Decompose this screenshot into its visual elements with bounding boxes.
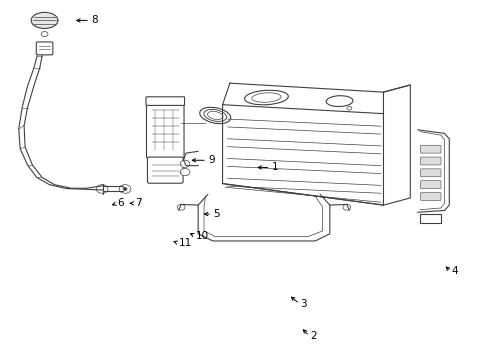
Text: 3: 3 (300, 299, 306, 309)
FancyBboxPatch shape (420, 157, 440, 165)
Text: 7: 7 (135, 198, 141, 208)
Text: 11: 11 (178, 238, 191, 248)
Circle shape (96, 185, 108, 193)
FancyBboxPatch shape (36, 42, 53, 55)
Circle shape (180, 168, 189, 176)
Text: 6: 6 (118, 198, 124, 208)
FancyBboxPatch shape (146, 97, 184, 105)
Text: 5: 5 (212, 209, 219, 219)
Text: 4: 4 (451, 266, 457, 276)
Ellipse shape (251, 93, 281, 102)
Circle shape (41, 32, 48, 37)
Text: 9: 9 (207, 155, 214, 165)
Text: 1: 1 (271, 162, 277, 172)
Text: 10: 10 (195, 231, 208, 240)
Circle shape (180, 160, 189, 167)
Circle shape (346, 107, 351, 110)
FancyBboxPatch shape (147, 157, 183, 183)
FancyBboxPatch shape (420, 145, 440, 153)
FancyBboxPatch shape (420, 181, 440, 189)
Circle shape (342, 204, 350, 210)
Circle shape (123, 188, 127, 190)
FancyBboxPatch shape (420, 169, 440, 177)
Text: 2: 2 (310, 331, 316, 341)
Circle shape (119, 185, 131, 193)
Ellipse shape (325, 96, 352, 107)
Ellipse shape (244, 90, 288, 105)
Ellipse shape (199, 107, 230, 123)
FancyBboxPatch shape (146, 99, 183, 159)
Ellipse shape (203, 109, 226, 121)
Ellipse shape (31, 12, 58, 28)
FancyBboxPatch shape (420, 193, 440, 201)
Circle shape (177, 204, 184, 210)
Ellipse shape (207, 111, 223, 120)
Text: 8: 8 (91, 15, 97, 26)
